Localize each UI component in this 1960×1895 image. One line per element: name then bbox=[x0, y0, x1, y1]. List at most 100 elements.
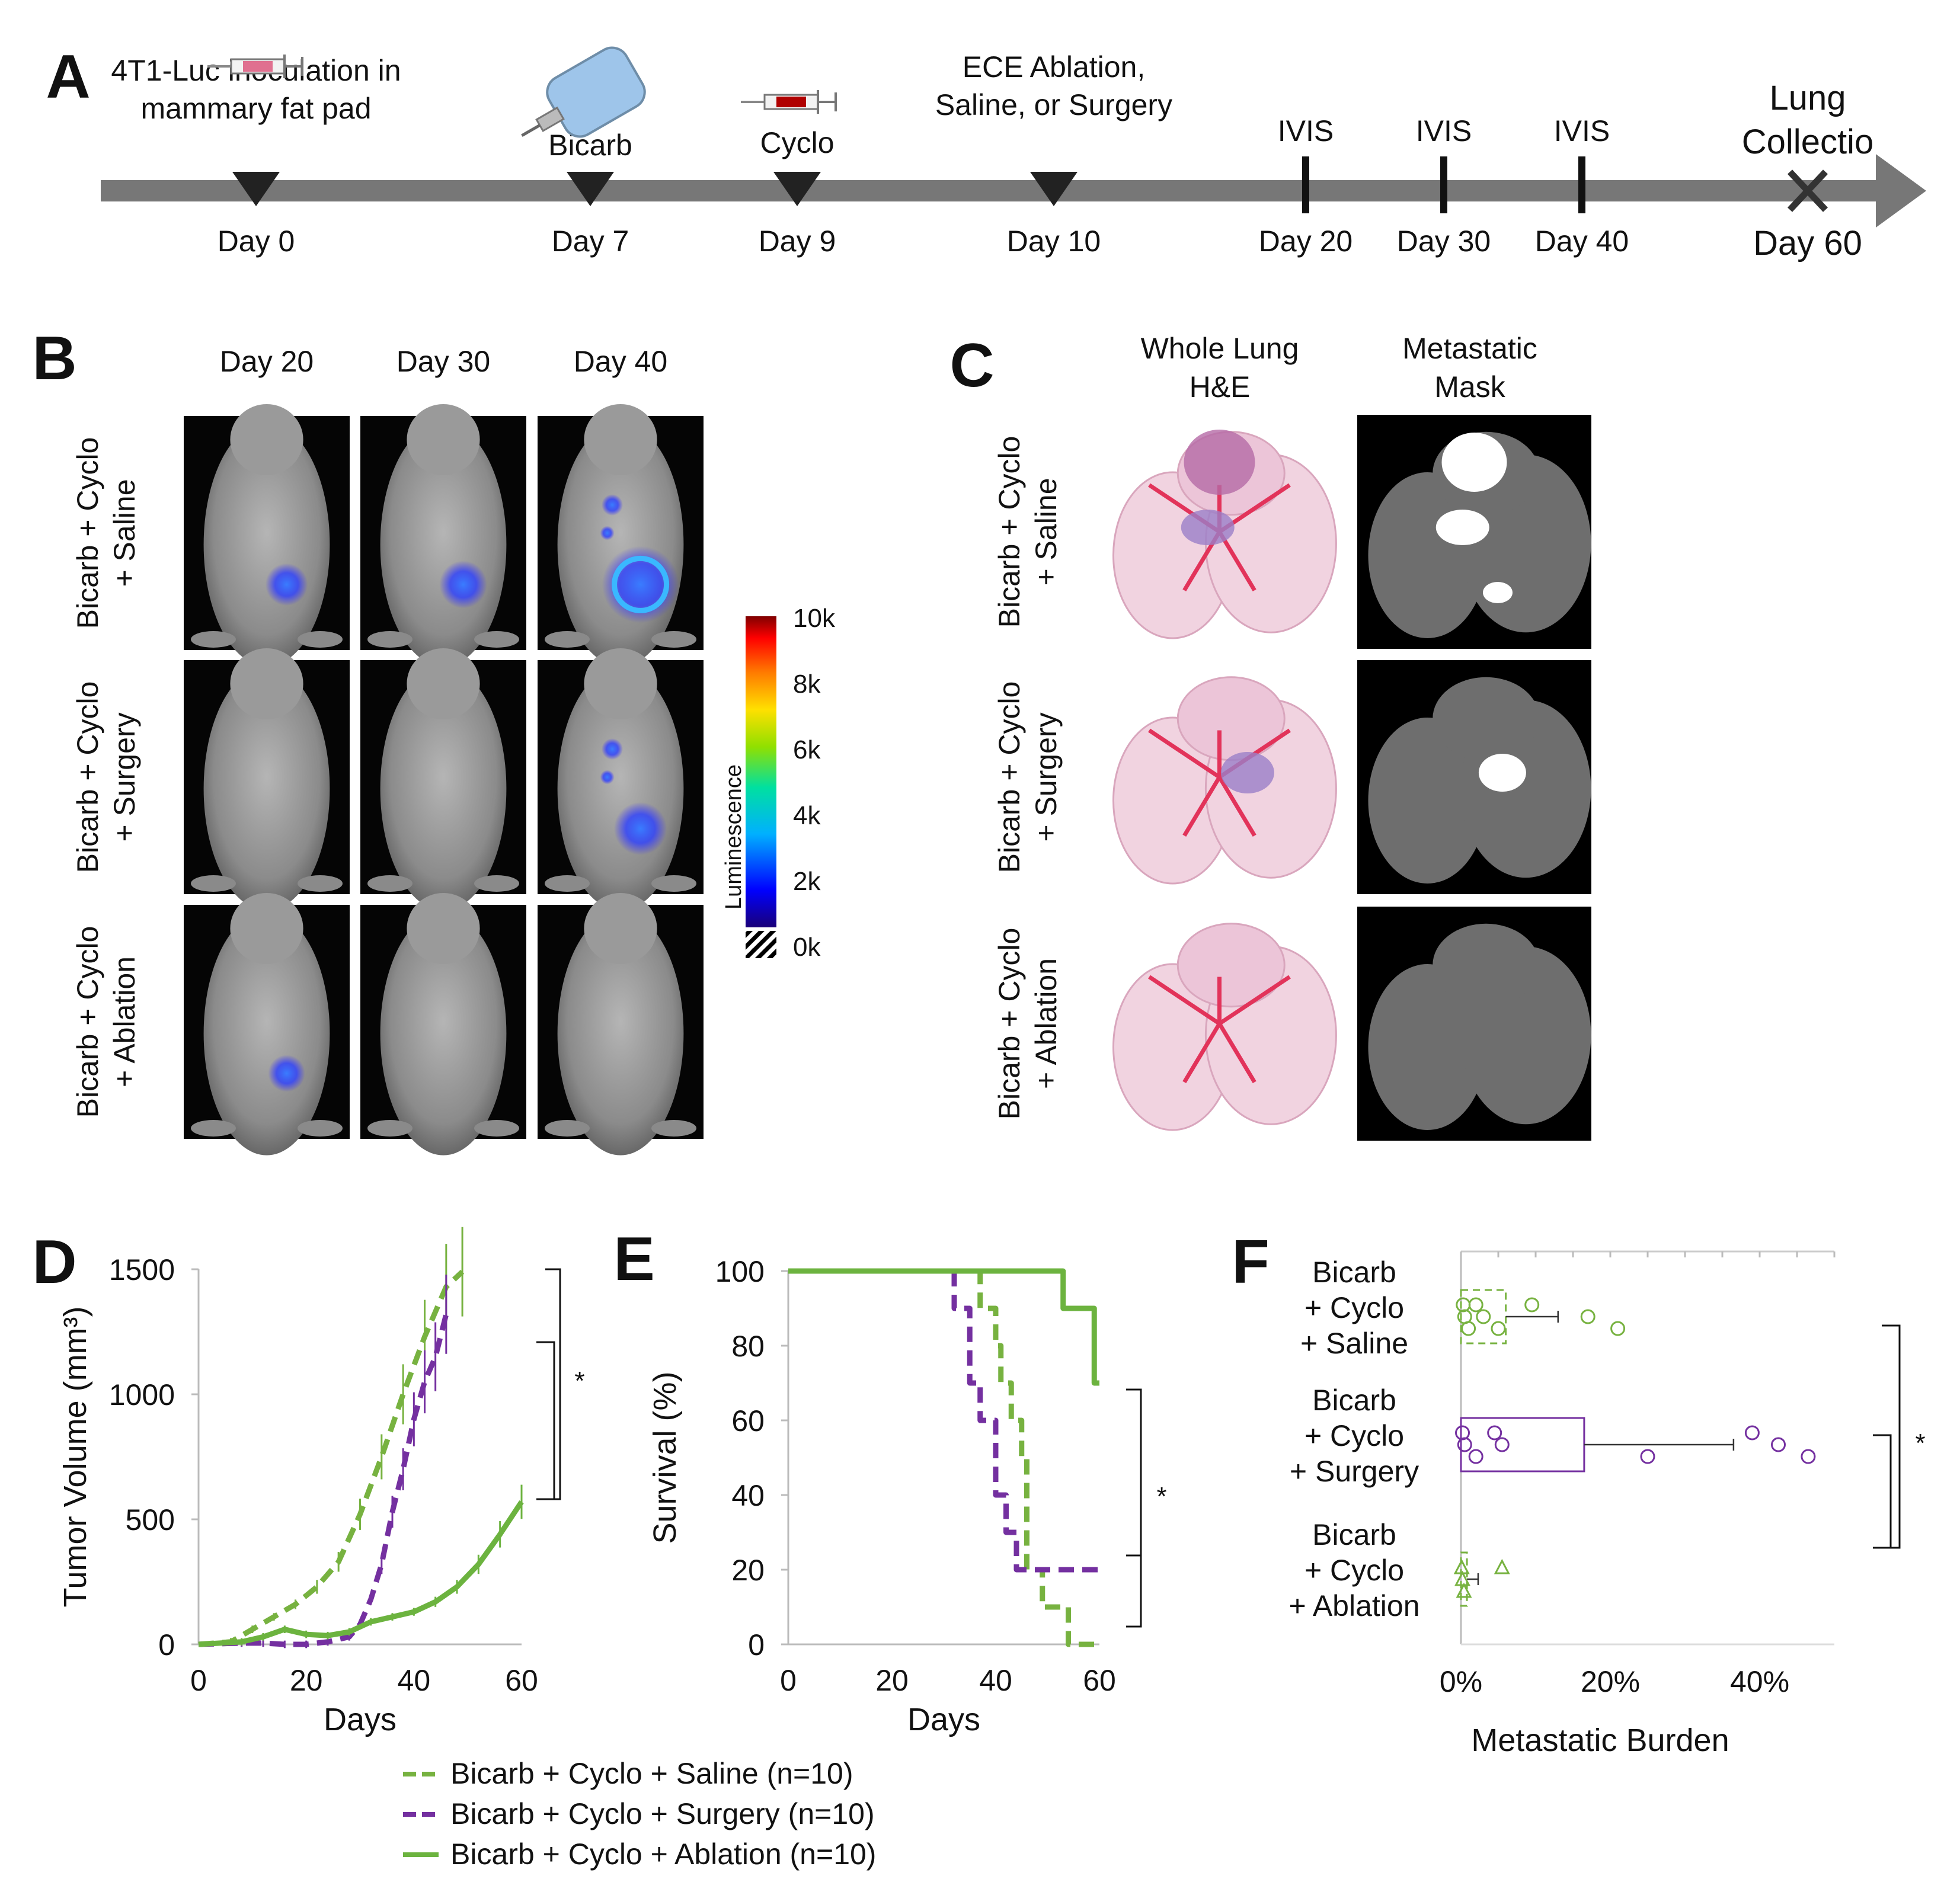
timeline-marker-tick bbox=[1440, 156, 1447, 213]
panel-letter-a: A bbox=[46, 43, 90, 111]
metastatic-mask bbox=[1357, 415, 1591, 649]
bar bbox=[1460, 1417, 1585, 1473]
colorbar-title: Luminescence bbox=[721, 764, 746, 910]
bottle-spout bbox=[521, 124, 541, 137]
he-section bbox=[1112, 676, 1337, 885]
mouse-head bbox=[230, 404, 303, 475]
mouse-image bbox=[360, 404, 526, 667]
mouse-image bbox=[184, 648, 350, 911]
series-line-1 bbox=[198, 1269, 465, 1647]
data-point bbox=[1610, 1321, 1626, 1336]
category-label: + Cyclo bbox=[1304, 1419, 1404, 1452]
row-label: Bicarb + Cyclo bbox=[993, 928, 1026, 1120]
column-header: Day 30 bbox=[397, 345, 490, 378]
luminescence-signal bbox=[600, 526, 615, 540]
luminescence-ring bbox=[612, 555, 670, 613]
blood-vessel bbox=[1148, 728, 1221, 779]
data-point bbox=[1468, 1297, 1483, 1313]
y-axis-title: Tumor Volume (mm³) bbox=[57, 1306, 93, 1607]
mouse-body bbox=[380, 422, 507, 667]
mask-lobe bbox=[1433, 923, 1540, 1007]
timeline-day-label: Day 60 bbox=[1753, 224, 1862, 263]
blood-vessel bbox=[1217, 1022, 1256, 1084]
significance-bracket bbox=[536, 1341, 555, 1500]
mouse-paw bbox=[545, 1120, 590, 1137]
mouse-paw bbox=[545, 875, 590, 892]
panel-letter-c: C bbox=[949, 331, 994, 400]
x-tick-label: 60 bbox=[1083, 1664, 1116, 1697]
legend: Bicarb + Cyclo + Saline (n=10) Bicarb + C… bbox=[403, 1757, 876, 1871]
y-tick-label: 1500 bbox=[109, 1253, 175, 1286]
bottle-body bbox=[546, 46, 646, 138]
row-label: + Surgery bbox=[1029, 712, 1063, 841]
y-tick-label: 0 bbox=[748, 1628, 765, 1662]
timeline-axis bbox=[101, 180, 1879, 201]
mouse-paw bbox=[367, 631, 413, 648]
mouse-paw bbox=[298, 1120, 343, 1137]
metastatic-mask bbox=[1357, 907, 1591, 1141]
panel-letter-d: D bbox=[32, 1228, 76, 1297]
mouse-paw bbox=[474, 875, 519, 892]
colorbar-tick: 10k bbox=[793, 604, 836, 633]
colorbar-tick: 6k bbox=[793, 735, 821, 764]
series-line-3 bbox=[788, 1268, 1099, 1386]
he-section bbox=[1112, 430, 1337, 639]
significance-bracket bbox=[1873, 1434, 1892, 1549]
row-label: + Ablation bbox=[108, 956, 141, 1087]
timeline-day-label: Day 0 bbox=[218, 225, 295, 258]
y-tick-label: 20 bbox=[731, 1554, 765, 1587]
syringe-icon bbox=[207, 55, 303, 78]
significance-marker: * bbox=[1915, 1429, 1925, 1458]
data-point bbox=[1455, 1425, 1470, 1441]
bar bbox=[1460, 1551, 1468, 1607]
mouse-paw bbox=[367, 1120, 413, 1137]
category-label: + Ablation bbox=[1288, 1589, 1419, 1622]
mask-metastasis bbox=[1483, 582, 1513, 603]
timeline-event-label: IVIS bbox=[1416, 114, 1472, 148]
timeline-event-label: IVIS bbox=[1554, 114, 1610, 148]
panel-e-survival-chart: E 0 20 40 60 0 20 40 60 80 100 Days Survival (%) * bbox=[613, 1225, 1166, 1737]
category-label: Bicarb bbox=[1312, 1256, 1396, 1289]
timeline-marker-triangle bbox=[773, 172, 821, 206]
mask-lobe bbox=[1368, 964, 1487, 1130]
mouse-paw bbox=[367, 875, 413, 892]
water-bottle-icon bbox=[521, 46, 646, 138]
timeline-event-label: ECE Ablation, bbox=[963, 50, 1146, 84]
timeline-day-label: Day 40 bbox=[1535, 225, 1629, 258]
row-label: Bicarb + Cyclo bbox=[71, 437, 104, 629]
timeline-event-label: Saline, or Surgery bbox=[935, 88, 1172, 121]
colorbar-tick: 0k bbox=[793, 933, 821, 962]
data-point bbox=[1456, 1297, 1471, 1313]
timeline-arrowhead bbox=[1876, 154, 1926, 228]
series-line-1 bbox=[788, 1268, 1099, 1647]
y-axis-title: Survival (%) bbox=[647, 1371, 683, 1544]
data-point bbox=[1491, 1321, 1506, 1336]
timeline-day-label: Day 7 bbox=[552, 225, 629, 258]
luminescence-signal bbox=[600, 770, 615, 785]
syringe-fluid bbox=[243, 61, 273, 72]
mouse-paw bbox=[298, 631, 343, 648]
luminescence-signal bbox=[265, 563, 308, 606]
mask-lobe bbox=[1368, 718, 1487, 884]
data-point bbox=[1771, 1437, 1786, 1452]
column-header: Day 20 bbox=[220, 345, 314, 378]
blood-vessel bbox=[1217, 776, 1256, 837]
y-tick-label: 60 bbox=[731, 1404, 765, 1438]
mouse-image bbox=[360, 893, 526, 1155]
mask-lobe bbox=[1433, 677, 1540, 760]
metastatic-mask bbox=[1357, 660, 1591, 894]
legend-label: Bicarb + Cyclo + Surgery (n=10) bbox=[450, 1797, 875, 1830]
timeline-marker-tick bbox=[1578, 156, 1585, 213]
mouse-body bbox=[380, 911, 507, 1155]
syringe-icon bbox=[741, 90, 837, 114]
column-header: Day 40 bbox=[574, 345, 667, 378]
timeline-event-label: IVIS bbox=[1278, 114, 1334, 148]
x-axis-title: Days bbox=[324, 1702, 397, 1737]
timeline-marker-cross bbox=[1787, 169, 1828, 212]
row-label: + Surgery bbox=[108, 712, 141, 841]
x-tick-label: 20 bbox=[875, 1664, 909, 1697]
mask-metastasis bbox=[1441, 433, 1507, 492]
